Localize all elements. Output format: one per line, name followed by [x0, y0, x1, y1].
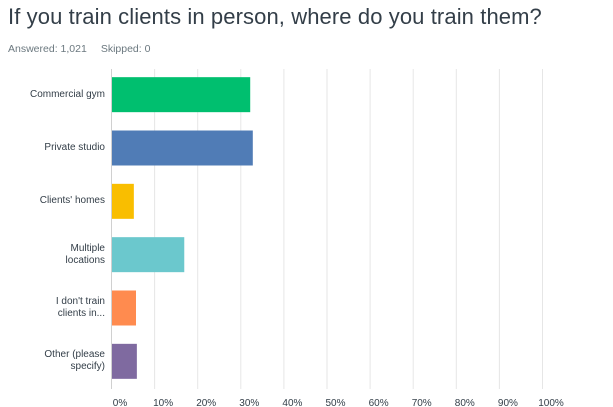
category-label: Commercial gym — [0, 89, 105, 101]
bar[interactable] — [112, 130, 253, 166]
question-title: If you train clients in person, where do… — [8, 4, 542, 29]
x-tick-label: 60% — [369, 398, 389, 407]
category-label-line: locations — [65, 254, 105, 266]
category-label-line: Commercial gym — [29, 88, 105, 100]
bar[interactable] — [112, 77, 251, 113]
category-label: I don't train clients in... — [0, 296, 105, 320]
category-label: Other (please specify) — [0, 349, 105, 373]
category-label-line: Multiple — [70, 242, 105, 254]
x-tick-label: 20% — [196, 398, 216, 407]
bar[interactable] — [112, 343, 137, 379]
category-label: Private studio — [0, 142, 105, 154]
x-tick-label: 50% — [325, 398, 345, 407]
x-tick-label: 40% — [282, 398, 302, 407]
x-tick-label: 100% — [538, 398, 564, 407]
response-summary: Answered: 1,021 Skipped: 0 — [8, 43, 150, 55]
x-tick-label: 0% — [113, 398, 128, 407]
category-label-line: Other (please — [44, 349, 105, 361]
category-label-line: specify) — [70, 361, 105, 373]
bar[interactable] — [112, 290, 136, 326]
x-tick-label: 90% — [498, 398, 518, 407]
category-label: Multiple locations — [0, 243, 105, 267]
x-tick-label: 10% — [153, 398, 173, 407]
x-tick-label: 30% — [239, 398, 259, 407]
category-label-line: clients in... — [57, 308, 105, 319]
category-label-line: Private studio — [44, 142, 105, 153]
x-tick-label: 70% — [412, 398, 432, 407]
bar[interactable] — [112, 183, 134, 219]
x-tick-label: 80% — [455, 398, 475, 407]
category-label-line: Clients' homes — [39, 195, 105, 207]
category-label-line: I don't train — [55, 296, 105, 307]
answered-count: Answered: 1,021 — [8, 43, 87, 55]
skipped-count: Skipped: 0 — [100, 43, 151, 55]
category-label: Clients' homes — [0, 195, 105, 207]
bar[interactable] — [112, 237, 185, 273]
